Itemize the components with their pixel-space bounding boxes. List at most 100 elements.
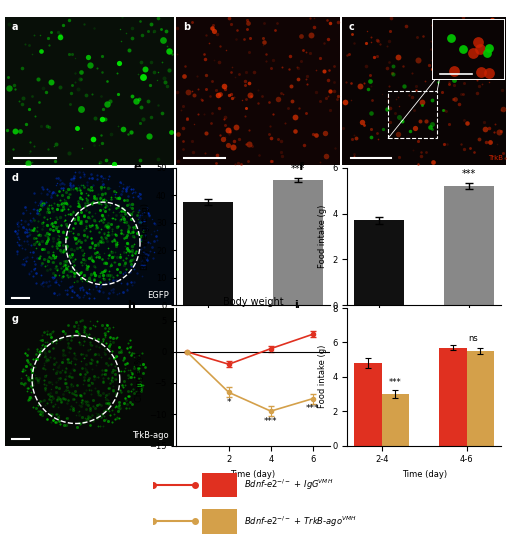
Point (79, 286, 87, 295)
Point (107, 214, 115, 223)
Point (68, 229, 77, 238)
Point (99, 205, 107, 213)
Point (26, 147, 34, 156)
Point (115, 252, 124, 261)
Point (122, 254, 130, 262)
Point (24, 159, 32, 168)
Point (350, 131, 358, 140)
Point (42, 232, 51, 241)
Point (63, 358, 72, 367)
Point (81, 386, 89, 395)
Point (101, 222, 109, 230)
Point (21, 224, 30, 233)
Point (27, 226, 35, 234)
Point (94, 422, 102, 431)
Point (253, 99, 262, 108)
Point (127, 128, 135, 136)
Point (208, 77, 216, 86)
Point (106, 97, 114, 106)
Point (75, 406, 83, 415)
Point (35, 207, 43, 216)
Point (104, 230, 112, 239)
Point (99, 288, 107, 296)
Point (59, 393, 67, 402)
Point (82, 259, 90, 268)
Point (19, 255, 27, 263)
Point (106, 183, 114, 192)
Point (41, 351, 49, 360)
Point (51, 189, 59, 198)
Point (474, 17, 482, 26)
Point (92, 400, 101, 409)
Point (120, 248, 128, 257)
Point (259, 92, 267, 101)
Point (148, 243, 156, 252)
Point (277, 136, 286, 145)
Point (135, 211, 144, 219)
Point (101, 189, 109, 198)
Point (112, 276, 120, 284)
Point (72, 54, 80, 63)
Point (102, 320, 110, 328)
Point (136, 373, 144, 382)
Point (80, 326, 88, 335)
Point (48, 417, 56, 426)
Point (101, 278, 109, 287)
Point (206, 92, 214, 101)
Point (107, 195, 115, 204)
Point (125, 223, 133, 232)
Point (89, 396, 97, 405)
Point (45, 406, 53, 415)
Point (33, 209, 41, 218)
Point (115, 191, 123, 200)
Point (230, 159, 239, 168)
Point (117, 228, 125, 237)
Point (383, 42, 391, 51)
Point (33, 227, 41, 235)
Point (51, 278, 59, 287)
Point (144, 250, 152, 259)
Point (299, 141, 308, 150)
Point (98, 255, 106, 263)
Point (77, 273, 85, 282)
Point (48, 273, 56, 282)
Point (20, 254, 29, 262)
Point (120, 255, 128, 264)
Point (125, 247, 133, 256)
Point (281, 119, 289, 128)
Point (106, 333, 114, 342)
Point (72, 234, 80, 243)
Point (293, 63, 301, 72)
Point (188, 136, 196, 145)
Point (376, 40, 384, 48)
Point (451, 95, 459, 103)
Point (100, 267, 108, 276)
Point (61, 196, 69, 205)
Point (120, 354, 128, 362)
Point (124, 371, 132, 380)
Point (17, 244, 26, 252)
Point (225, 91, 234, 100)
Point (62, 188, 71, 196)
Point (37, 47, 45, 56)
Point (99, 334, 107, 343)
Point (27, 393, 35, 402)
Point (36, 199, 44, 207)
Point (62, 289, 71, 298)
Point (65, 189, 73, 198)
Point (126, 372, 134, 381)
Point (141, 230, 149, 239)
Point (62, 219, 71, 228)
Point (75, 202, 83, 211)
Point (129, 232, 137, 240)
Point (216, 41, 224, 50)
Point (144, 26, 152, 35)
Point (98, 190, 106, 199)
Point (493, 140, 501, 149)
Point (221, 121, 229, 130)
Point (388, 70, 397, 79)
Point (121, 267, 129, 276)
Point (22, 119, 30, 128)
Point (122, 218, 130, 227)
Point (96, 282, 104, 291)
